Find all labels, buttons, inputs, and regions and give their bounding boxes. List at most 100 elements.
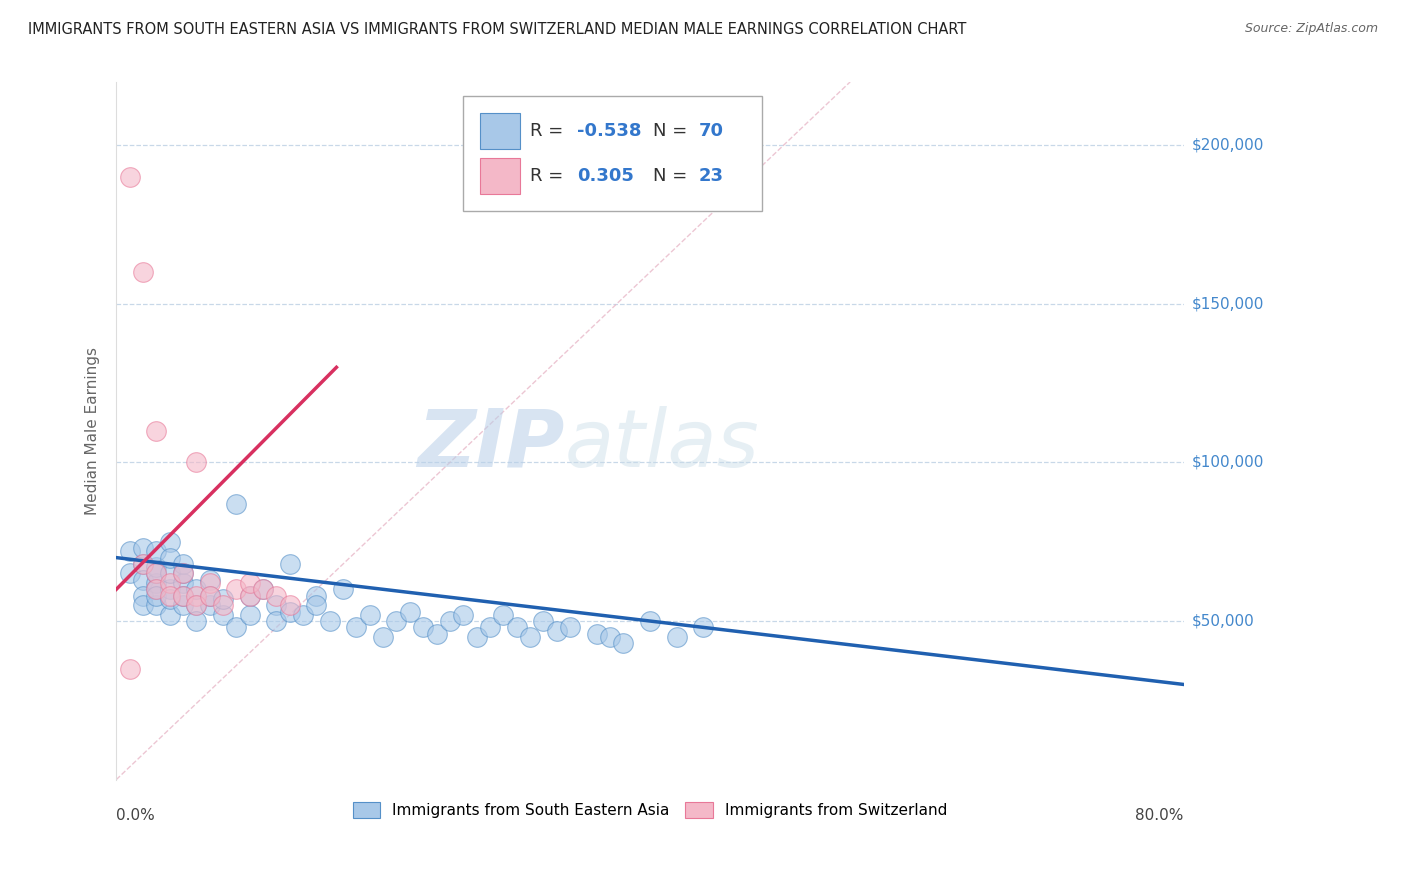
Point [159, 550, 181, 565]
Point [132, 265, 155, 279]
Point [278, 605, 301, 619]
Point [665, 630, 688, 644]
Point [519, 630, 541, 644]
Point [332, 582, 354, 597]
Text: atlas: atlas [565, 406, 759, 483]
Point [465, 630, 488, 644]
Point [239, 589, 262, 603]
Point [239, 589, 262, 603]
Text: R =: R = [530, 121, 569, 140]
Point [198, 573, 221, 587]
Point [692, 620, 714, 634]
Point [145, 560, 167, 574]
Point [198, 576, 221, 591]
Point [145, 566, 167, 581]
Point [425, 626, 447, 640]
Text: IMMIGRANTS FROM SOUTH EASTERN ASIA VS IMMIGRANTS FROM SWITZERLAND MEDIAN MALE EA: IMMIGRANTS FROM SOUTH EASTERN ASIA VS IM… [28, 22, 966, 37]
Point [118, 662, 141, 676]
Point [225, 620, 247, 634]
Point [172, 557, 194, 571]
Point [172, 576, 194, 591]
Point [186, 455, 208, 469]
Point [266, 614, 288, 628]
Point [145, 576, 167, 591]
Point [198, 589, 221, 603]
Text: N =: N = [654, 167, 693, 186]
Point [132, 557, 155, 571]
Point [172, 566, 194, 581]
Point [172, 598, 194, 612]
Point [186, 598, 208, 612]
Point [132, 589, 155, 603]
Point [186, 589, 208, 603]
Text: 0.0%: 0.0% [117, 807, 155, 822]
Point [159, 582, 181, 597]
Point [612, 636, 634, 650]
Point [439, 614, 461, 628]
Point [373, 630, 395, 644]
Point [145, 544, 167, 558]
Point [198, 589, 221, 603]
Point [546, 624, 568, 638]
Point [159, 566, 181, 581]
Point [346, 620, 368, 634]
Point [159, 534, 181, 549]
Point [132, 557, 155, 571]
Point [172, 566, 194, 581]
Point [145, 589, 167, 603]
Point [558, 620, 581, 634]
Point [225, 497, 247, 511]
Point [212, 598, 235, 612]
Point [319, 614, 342, 628]
Point [145, 566, 167, 581]
Point [292, 607, 315, 622]
Point [118, 566, 141, 581]
Point [451, 607, 474, 622]
Point [478, 620, 501, 634]
Legend: Immigrants from South Eastern Asia, Immigrants from Switzerland: Immigrants from South Eastern Asia, Immi… [347, 796, 953, 824]
Point [159, 591, 181, 606]
Point [118, 169, 141, 184]
Point [638, 614, 661, 628]
Point [585, 626, 607, 640]
Point [252, 582, 274, 597]
Point [186, 614, 208, 628]
Point [159, 589, 181, 603]
Point [531, 614, 554, 628]
Text: 23: 23 [699, 167, 724, 186]
Point [278, 557, 301, 571]
Point [239, 607, 262, 622]
FancyBboxPatch shape [481, 158, 520, 194]
Point [159, 576, 181, 591]
Point [599, 630, 621, 644]
Text: Source: ZipAtlas.com: Source: ZipAtlas.com [1244, 22, 1378, 36]
Point [505, 620, 527, 634]
Point [305, 589, 328, 603]
Text: $50,000: $50,000 [1192, 614, 1254, 629]
Point [266, 589, 288, 603]
Point [145, 598, 167, 612]
Point [145, 582, 167, 597]
Point [198, 598, 221, 612]
Text: N =: N = [654, 121, 693, 140]
Text: 70: 70 [699, 121, 724, 140]
Point [132, 541, 155, 555]
Point [212, 591, 235, 606]
Point [492, 607, 515, 622]
Point [305, 598, 328, 612]
FancyBboxPatch shape [463, 95, 762, 211]
Point [172, 589, 194, 603]
Point [385, 614, 408, 628]
Point [359, 607, 381, 622]
Point [278, 598, 301, 612]
Point [159, 607, 181, 622]
Point [225, 582, 247, 597]
Point [118, 544, 141, 558]
Point [132, 598, 155, 612]
Point [212, 607, 235, 622]
Point [398, 605, 420, 619]
Y-axis label: Median Male Earnings: Median Male Earnings [86, 347, 100, 515]
Text: ZIP: ZIP [418, 406, 565, 483]
Text: 0.305: 0.305 [578, 167, 634, 186]
Point [412, 620, 434, 634]
